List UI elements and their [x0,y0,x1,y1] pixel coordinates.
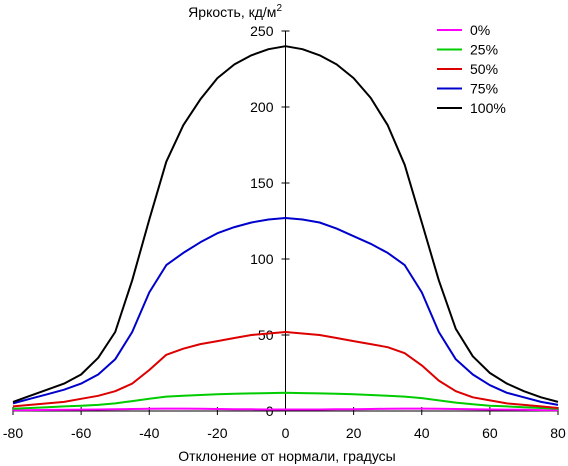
y-tick-label: 0 [266,403,274,419]
series-line-25pct [12,391,559,410]
y-axis-title-text: Яркость, кд/м [188,4,276,20]
series-line-50pct [12,331,559,409]
legend-label: 50% [470,61,498,77]
series-line-100pct [12,45,559,403]
x-tick-label: -80 [3,425,23,441]
y-axis-title-sup: 2 [276,3,282,14]
x-tick-label: -60 [71,425,91,441]
series-line-0pct [12,407,559,412]
y-tick-label: 200 [250,99,274,115]
axes: -80 -60 -40 -20 0 20 40 60 80 0 50 100 150 200 250 [3,23,566,441]
x-tick-label: 0 [282,425,290,441]
x-tick-label: -20 [207,425,227,441]
x-tick-label: 80 [550,425,566,441]
y-axis-title: Яркость, кд/м2 [188,3,282,20]
legend-label: 0% [470,22,490,38]
y-tick-label: 150 [250,175,274,191]
x-axis-title: Отклонение от нормали, градусы [178,448,395,464]
legend-label: 25% [470,42,498,58]
series-line-75pct [12,217,559,406]
legend-label: 75% [470,81,498,97]
legend: 0% 25% 50% 75% 100% [437,22,506,116]
y-tick-label: 100 [250,251,274,267]
series-layer [12,45,559,412]
legend-label: 100% [470,100,506,116]
x-tick-label: 40 [414,425,430,441]
y-tick-label: 50 [258,327,274,343]
y-tick-label: 250 [250,23,274,39]
x-tick-label: 60 [482,425,498,441]
x-tick-label: 20 [346,425,362,441]
x-tick-label: -40 [139,425,159,441]
